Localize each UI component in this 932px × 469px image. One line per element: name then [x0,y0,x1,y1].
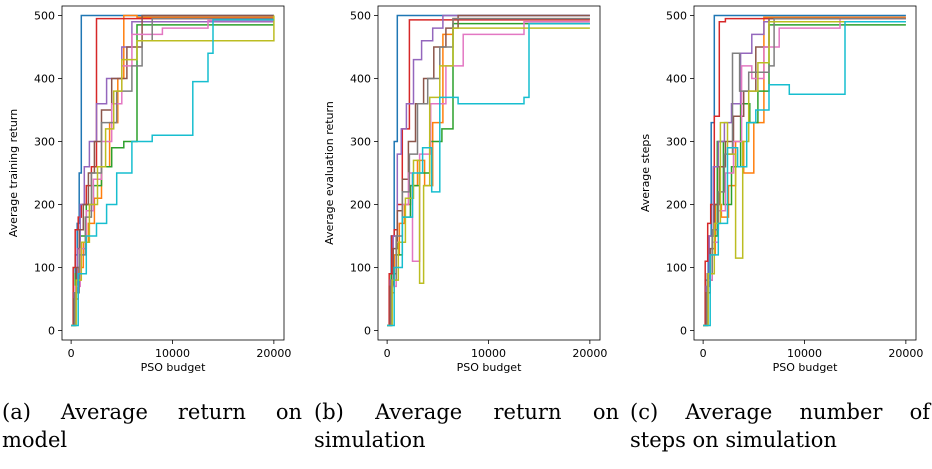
y-tick-label: 100 [34,262,55,275]
y-tick-label: 0 [48,325,55,338]
series-line-8 [387,27,590,327]
plot-frame [693,5,917,341]
series-line-3 [703,17,906,327]
x-axis-label: PSO budget [773,361,838,374]
y-tick-label: 500 [666,9,687,22]
x-tick-label: 0 [68,347,75,360]
x-tick-label: 10000 [155,347,190,360]
series-line-3 [387,19,590,327]
series-line-6 [71,19,274,327]
y-tick-label: 500 [34,9,55,22]
series-line-1 [387,17,590,327]
x-tick-label: 20000 [256,347,291,360]
x-axis-label: PSO budget [141,361,206,374]
x-tick-label: 20000 [888,347,923,360]
caption-a: (a) Average return on model [2,400,302,452]
series-line-4 [703,21,906,327]
series-line-2 [703,24,906,327]
plot-frame [377,5,601,341]
x-tick-label: 10000 [787,347,822,360]
series-line-8 [71,15,275,327]
y-tick-label: 300 [666,135,687,148]
series-line-6 [703,17,906,327]
plot-frame [61,5,285,341]
y-tick-label: 200 [350,199,371,212]
y-tick-label: 400 [34,72,55,85]
y-tick-label: 100 [666,262,687,275]
x-tick-label: 0 [700,347,707,360]
series-line-9 [387,22,590,327]
series-line-2 [387,22,590,327]
y-tick-label: 0 [680,325,687,338]
series-line-9 [703,21,906,327]
y-tick-label: 300 [350,135,371,148]
x-axis-label: PSO budget [457,361,522,374]
series-line-9 [71,19,274,327]
series-line-7 [71,17,274,327]
y-tick-label: 100 [350,262,371,275]
y-tick-label: 400 [350,72,371,85]
caption-b: (b) Average return on simulation [314,400,619,452]
y-tick-label: 0 [364,325,371,338]
x-tick-label: 20000 [572,347,607,360]
y-tick-label: 200 [34,199,55,212]
chart-panel-1: 0 100 200 300 400 500 0 10000 20000 PSO budget Ave… [323,5,607,374]
chart-panel-2: 0 100 200 300 400 500 0 10000 20000 PSO budget Ave… [639,5,923,374]
y-tick-label: 200 [666,199,687,212]
y-axis-label: Average steps [639,134,652,212]
y-tick-label: 500 [350,9,371,22]
series-line-8 [703,21,906,327]
chart-panel-0: 0 100 200 300 400 500 0 10000 20000 PSO budget Ave… [7,5,291,374]
x-tick-label: 0 [384,347,391,360]
series-line-5 [387,14,590,327]
y-axis-label: Average evaluation return [323,101,336,245]
caption-c: (c) Average number of steps on simulatio… [630,400,930,452]
y-axis-label: Average training return [7,109,20,237]
y-tick-label: 400 [666,72,687,85]
series-line-4 [71,21,274,327]
y-tick-label: 300 [34,135,55,148]
x-tick-label: 10000 [471,347,506,360]
series-line-7 [703,17,906,327]
